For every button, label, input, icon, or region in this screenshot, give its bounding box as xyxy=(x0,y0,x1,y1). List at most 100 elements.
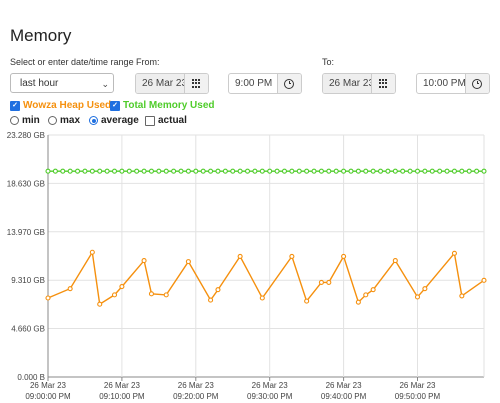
x-tick-label: 09:30:00 PM xyxy=(247,392,293,401)
to-label: To: xyxy=(322,57,335,67)
page-title: Memory xyxy=(10,26,72,45)
mode-average[interactable]: average xyxy=(89,115,139,126)
y-tick-label: 13.970 GB xyxy=(7,228,45,237)
data-point xyxy=(370,168,376,174)
data-point xyxy=(215,168,221,174)
data-point xyxy=(363,168,369,174)
mode-average-label: average xyxy=(101,115,139,126)
data-point xyxy=(422,168,428,174)
data-point xyxy=(45,168,51,174)
x-tick-label: 26 Mar 23 xyxy=(30,381,67,390)
from-date-picker-button[interactable] xyxy=(183,74,208,93)
to-time-picker-button[interactable] xyxy=(464,74,489,93)
to-time-input[interactable]: 10:00 PM xyxy=(423,78,465,89)
data-point xyxy=(111,168,118,174)
data-point xyxy=(481,168,487,174)
data-point xyxy=(200,168,206,174)
data-point xyxy=(304,298,310,304)
x-tick-label: 09:00:00 PM xyxy=(25,392,71,401)
data-point xyxy=(134,168,140,174)
data-point xyxy=(296,168,302,174)
data-point xyxy=(119,284,125,290)
total-series-toggle[interactable]: ✓ Total Memory Used xyxy=(110,100,215,111)
data-point xyxy=(377,168,384,174)
x-tick-label: 26 Mar 23 xyxy=(326,381,363,390)
heap-series-toggle[interactable]: ✓ Wowza Heap Used xyxy=(10,100,111,111)
x-tick-label: 26 Mar 23 xyxy=(252,381,289,390)
mode-min[interactable]: min xyxy=(10,115,40,126)
data-point xyxy=(97,168,103,174)
data-point xyxy=(281,168,288,174)
from-date-input[interactable]: 26 Mar 23 xyxy=(136,74,184,93)
data-point xyxy=(311,168,317,174)
data-point xyxy=(341,168,347,174)
data-point xyxy=(259,295,265,301)
y-tick-label: 23.280 GB xyxy=(7,131,45,140)
data-point xyxy=(437,168,443,174)
range-label: Select or enter date/time range xyxy=(10,57,134,67)
chevron-down-icon: ⌄ xyxy=(101,79,109,89)
range-preset-value: last hour xyxy=(20,78,59,89)
total-series-label: Total Memory Used xyxy=(123,100,215,111)
data-point xyxy=(326,279,332,285)
mode-actual-label: actual xyxy=(158,115,187,126)
x-tick-label: 09:10:00 PM xyxy=(99,392,145,401)
data-point xyxy=(185,168,191,174)
data-point xyxy=(444,168,450,174)
data-point xyxy=(82,168,88,174)
data-point xyxy=(244,168,251,174)
data-point xyxy=(304,168,310,174)
calendar-grid-icon xyxy=(191,79,201,88)
data-point xyxy=(459,293,465,299)
data-point xyxy=(407,168,413,174)
data-point xyxy=(289,253,295,259)
data-point xyxy=(75,168,81,174)
from-time-input[interactable]: 9:00 PM xyxy=(235,78,273,89)
data-point xyxy=(326,168,332,174)
data-point xyxy=(466,168,472,174)
mode-max[interactable]: max xyxy=(48,115,80,126)
data-point xyxy=(89,168,95,174)
data-point xyxy=(230,168,236,174)
checkbox-checked-icon[interactable]: ✓ xyxy=(10,100,20,111)
data-point xyxy=(141,258,147,264)
data-point xyxy=(392,258,398,264)
clock-icon xyxy=(284,78,295,89)
to-date-input[interactable]: 26 Mar 23 xyxy=(323,74,371,93)
from-date-group: 26 Mar 23 xyxy=(135,73,209,94)
data-point xyxy=(459,168,465,174)
x-tick-label: 09:20:00 PM xyxy=(173,392,219,401)
data-point xyxy=(355,168,361,174)
mode-actual[interactable]: actual xyxy=(145,115,187,126)
data-point xyxy=(208,297,214,303)
radio-selected-icon[interactable] xyxy=(89,116,98,125)
data-point xyxy=(385,168,391,174)
radio-icon[interactable] xyxy=(48,116,57,125)
data-point xyxy=(451,250,457,256)
data-point xyxy=(348,168,354,174)
checkbox-unchecked-icon[interactable] xyxy=(145,115,155,126)
to-date-picker-button[interactable] xyxy=(370,74,395,93)
data-point xyxy=(414,294,421,300)
data-point xyxy=(422,286,428,292)
data-point xyxy=(363,292,369,298)
data-point xyxy=(333,168,339,174)
data-point xyxy=(163,292,169,298)
data-point xyxy=(414,168,421,174)
radio-icon[interactable] xyxy=(10,116,19,125)
from-time-picker-button[interactable] xyxy=(276,74,301,93)
data-point xyxy=(392,168,398,174)
from-time-group: 9:00 PM xyxy=(228,73,302,94)
data-point xyxy=(126,168,132,174)
x-tick-label: 26 Mar 23 xyxy=(178,381,215,390)
data-point xyxy=(370,287,376,293)
data-point xyxy=(141,168,147,174)
data-point xyxy=(148,168,155,174)
range-preset-select[interactable]: last hour ⌄ xyxy=(10,73,114,93)
data-point xyxy=(341,253,347,259)
checkbox-checked-icon[interactable]: ✓ xyxy=(110,100,120,111)
data-point xyxy=(481,277,487,283)
data-point xyxy=(111,292,118,298)
data-point xyxy=(474,168,480,174)
